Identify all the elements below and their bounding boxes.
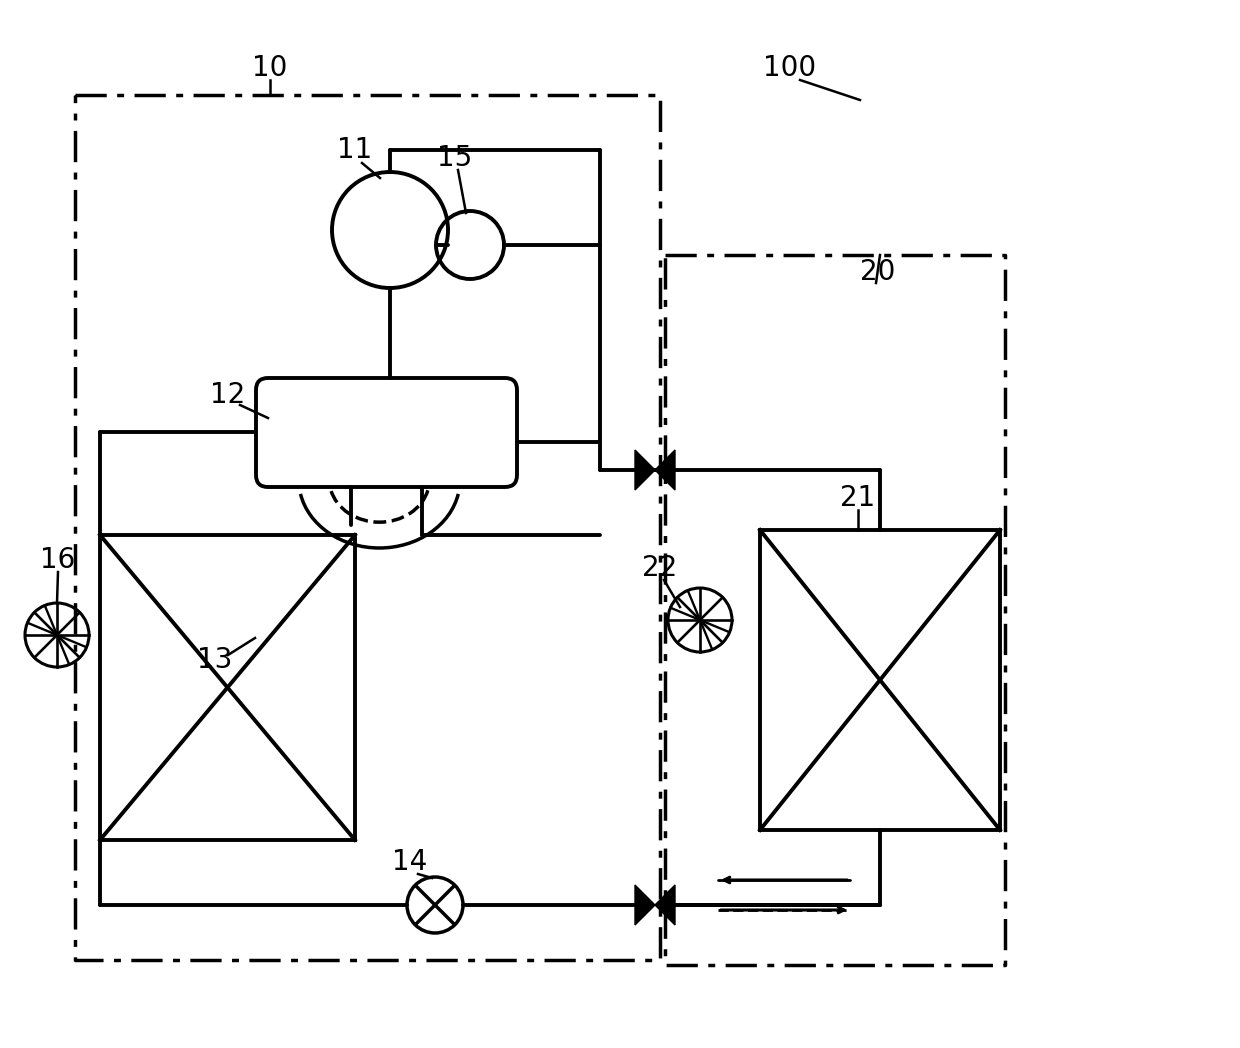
- Polygon shape: [635, 450, 655, 490]
- Text: 11: 11: [337, 136, 373, 163]
- Polygon shape: [635, 885, 655, 925]
- Text: 22: 22: [642, 554, 677, 582]
- Text: 15: 15: [438, 144, 472, 172]
- Polygon shape: [655, 450, 675, 490]
- Text: 21: 21: [841, 484, 875, 512]
- Text: 13: 13: [197, 646, 233, 674]
- Text: 20: 20: [861, 258, 895, 286]
- Text: 14: 14: [392, 848, 428, 876]
- Text: 16: 16: [41, 546, 76, 574]
- Polygon shape: [655, 885, 675, 925]
- Text: 12: 12: [211, 381, 246, 409]
- Text: 10: 10: [252, 54, 288, 82]
- Bar: [100, 534, 355, 840]
- Text: 100: 100: [764, 54, 817, 82]
- Bar: [760, 530, 999, 830]
